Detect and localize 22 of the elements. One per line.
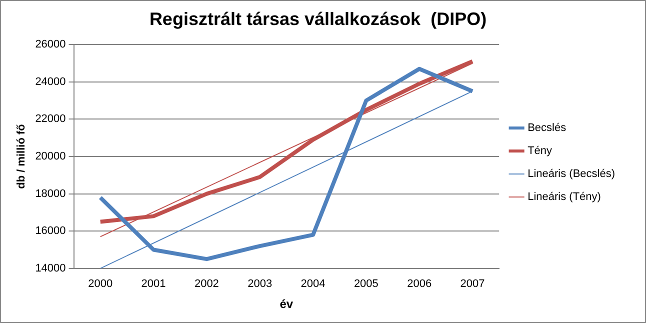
x-tick-label: 2006: [407, 278, 432, 290]
y-tick-label: 20000: [35, 150, 66, 163]
y-tick-label: 16000: [35, 225, 66, 238]
x-tick-label: 2005: [354, 278, 378, 290]
x-tick-label: 2001: [141, 278, 166, 290]
legend-label: Lineáris (Tény): [528, 191, 601, 204]
y-tick-label: 14000: [35, 262, 66, 274]
x-tick-label: 2003: [248, 278, 272, 290]
x-axis-title: év: [280, 297, 294, 312]
chart-title: Regisztrált társas vállalkozások (DIPO): [149, 8, 487, 29]
y-tick-label: 22000: [35, 113, 66, 126]
legend-label: Becslés: [528, 122, 567, 134]
legend-label: Lineáris (Becslés): [528, 168, 615, 180]
x-tick-label: 2000: [88, 278, 113, 290]
y-tick-label: 26000: [35, 38, 66, 51]
x-tick-label: 2002: [194, 278, 219, 290]
x-tick-label: 2007: [460, 278, 485, 290]
x-tick-label: 2004: [300, 278, 326, 290]
y-axis-title: db / millió fő: [16, 124, 28, 189]
y-tick-label: 18000: [35, 188, 66, 200]
legend-label: Tény: [528, 145, 553, 158]
y-tick-label: 24000: [35, 76, 66, 88]
